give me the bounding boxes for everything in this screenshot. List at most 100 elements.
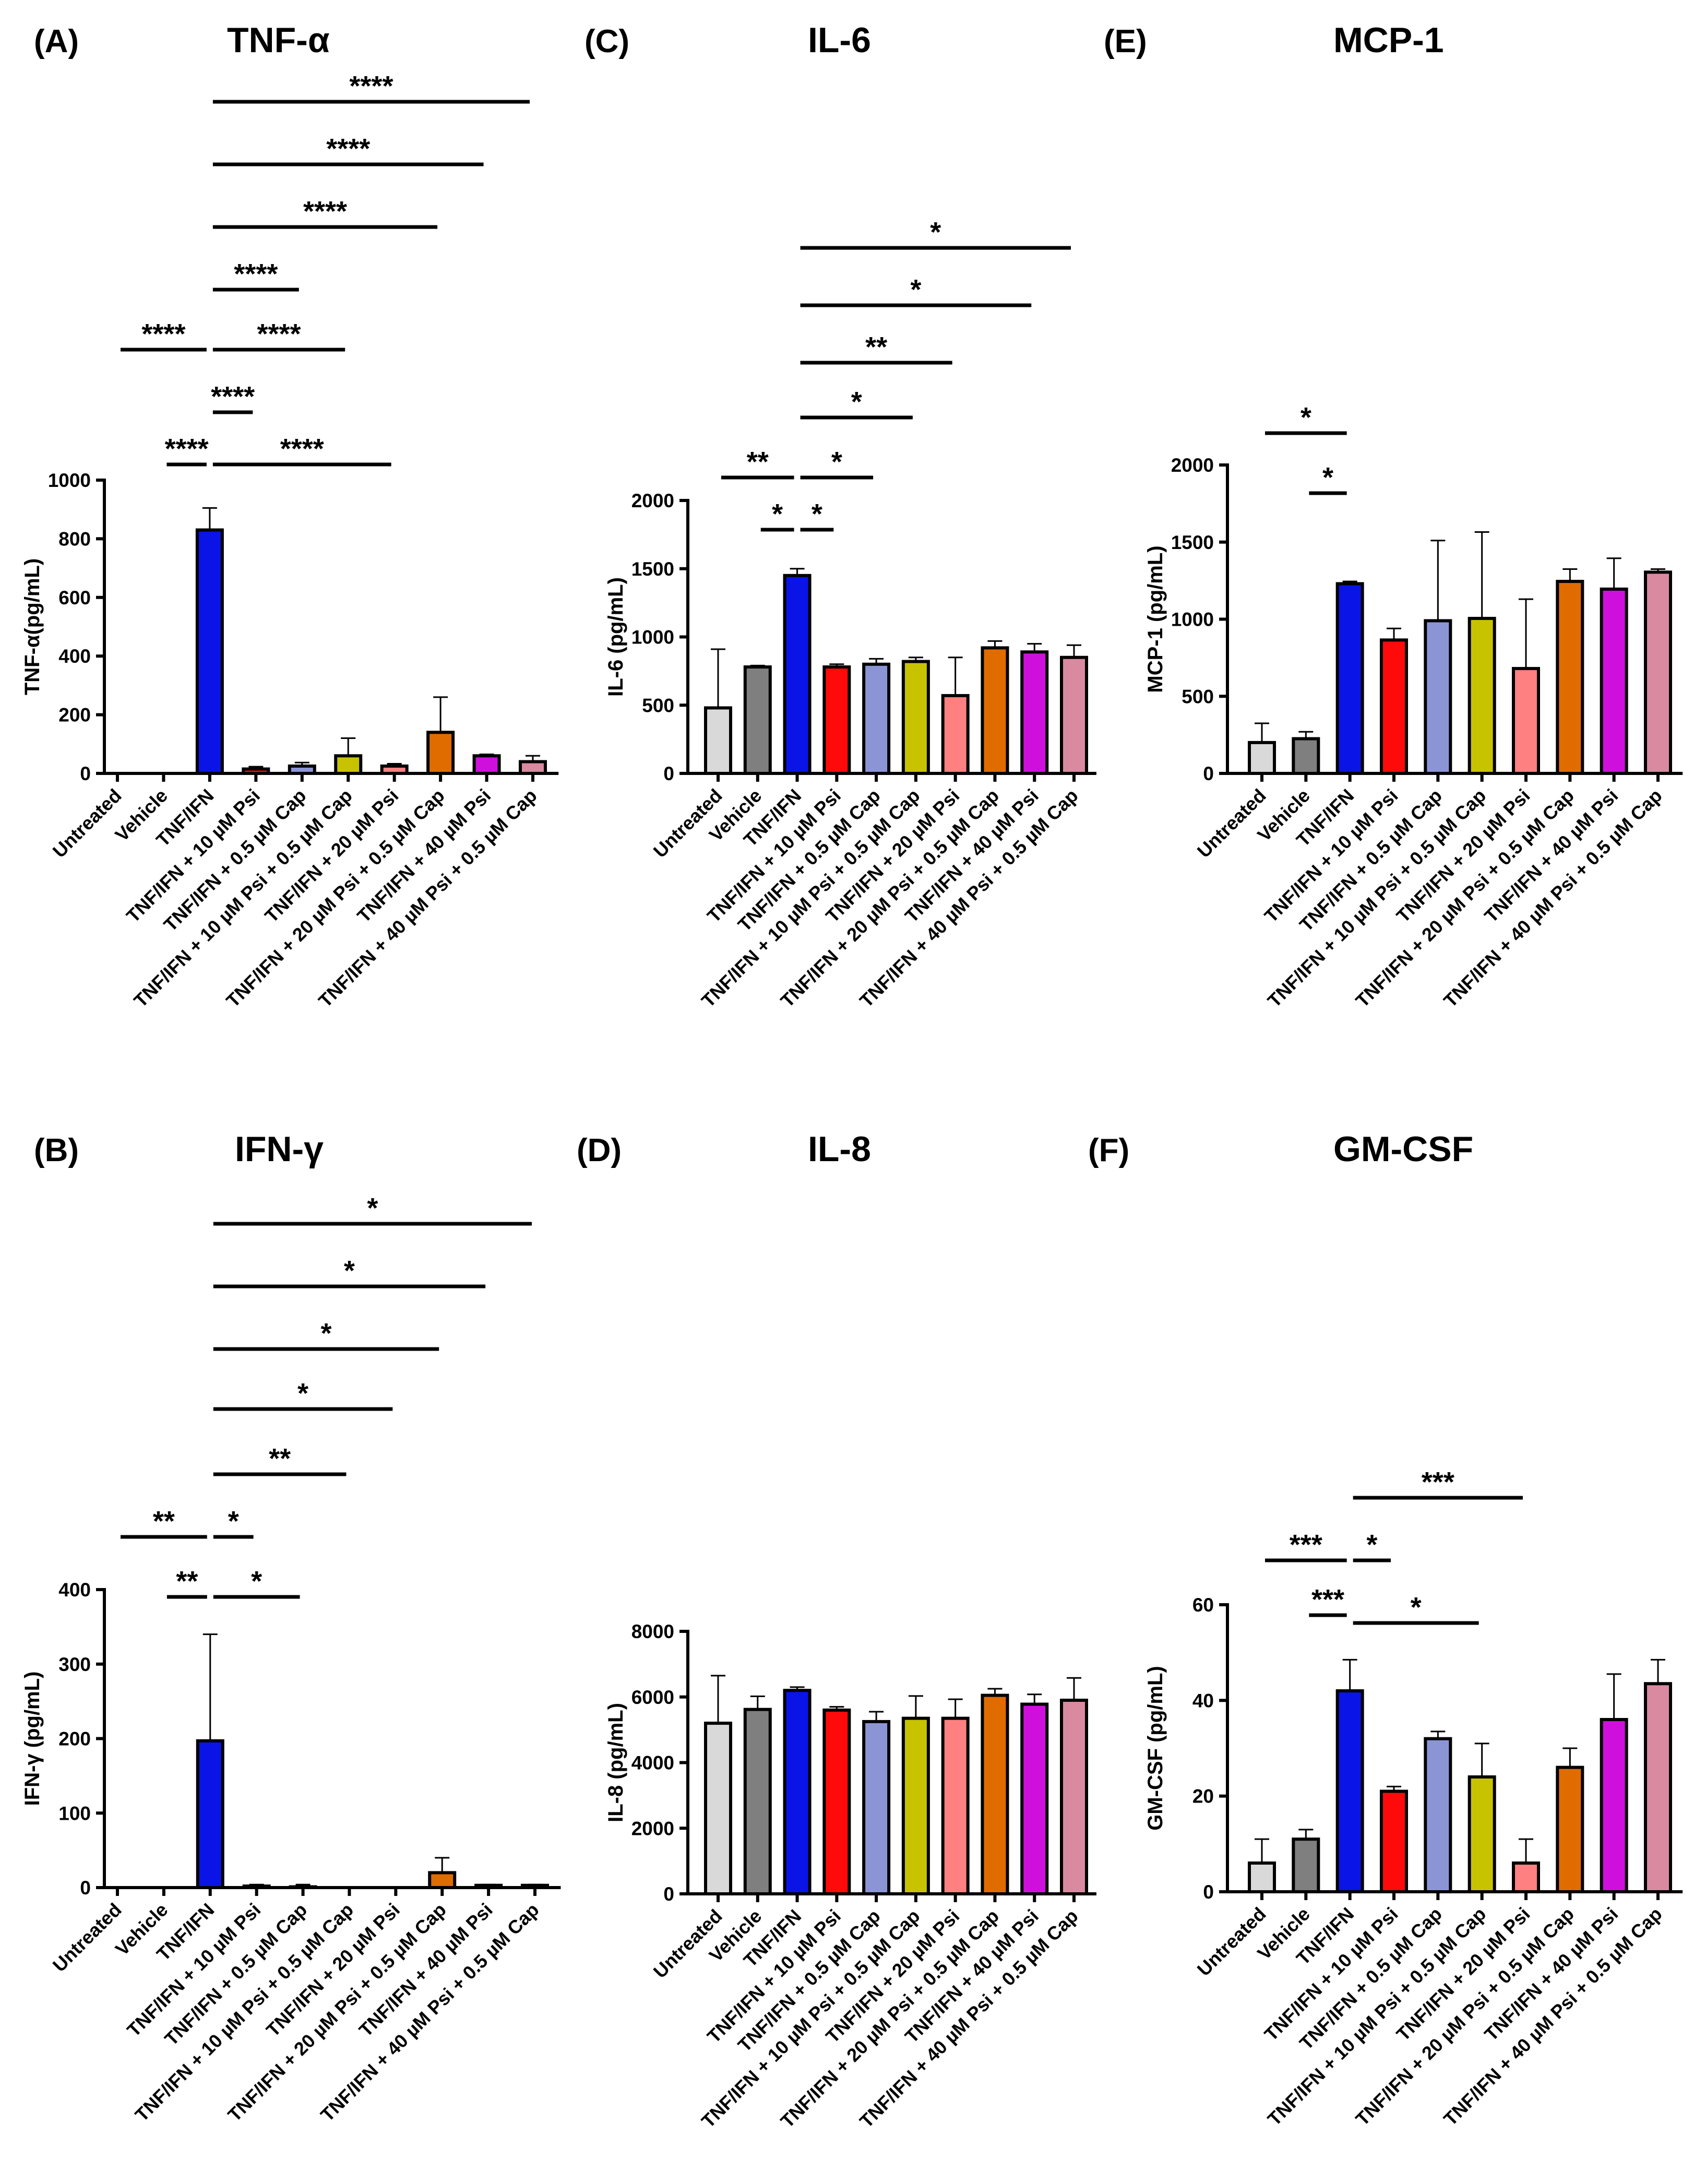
significance-label: **** xyxy=(303,196,347,227)
y-tick-label: 0 xyxy=(663,763,674,784)
bar-a-3 xyxy=(242,767,270,775)
y-axis-label: IL-6 (pg/mL) xyxy=(604,577,627,697)
x-tick-label: Untreated xyxy=(1193,785,1270,862)
panel-e: (E) MCP-1 0 500 1000 1500 2000 MCP-1 (pg/mL) Unt… xyxy=(1104,20,1683,1011)
bar-c-0 xyxy=(704,706,732,775)
y-tick-label: 6000 xyxy=(631,1687,674,1708)
bar-c-9 xyxy=(1060,655,1088,775)
significance-label: * xyxy=(831,446,842,478)
significance-label: **** xyxy=(349,70,393,102)
significance-label: * xyxy=(1366,1529,1377,1560)
y-tick-label: 400 xyxy=(58,646,91,667)
y-tick-label: 0 xyxy=(80,1877,91,1899)
y-tick-label: 0 xyxy=(1203,763,1214,784)
bar-e-8 xyxy=(1600,587,1628,775)
significance-label: * xyxy=(1411,1592,1422,1623)
bar-d-5 xyxy=(901,1716,930,1895)
bar-f-6 xyxy=(1512,1861,1540,1893)
y-tick-label: 2000 xyxy=(1171,455,1214,476)
significance-label: **** xyxy=(234,258,278,290)
bar-b-8 xyxy=(474,1883,503,1890)
y-tick-label: 500 xyxy=(1182,686,1214,707)
panel-letter: (F) xyxy=(1088,1132,1129,1168)
y-tick-label: 1500 xyxy=(1171,532,1214,553)
bar-c-7 xyxy=(981,646,1009,775)
bar-f-9 xyxy=(1644,1682,1672,1893)
y-tick-label: 2000 xyxy=(631,490,674,511)
bar-c-4 xyxy=(862,662,891,775)
y-tick-label: 600 xyxy=(58,587,91,608)
bar-c-5 xyxy=(901,660,930,775)
panel-letter: (D) xyxy=(577,1132,622,1168)
bar-d-0 xyxy=(704,1722,732,1896)
bar-f-3 xyxy=(1380,1789,1408,1893)
bar-f-1 xyxy=(1292,1837,1320,1894)
y-tick-label: 200 xyxy=(58,705,91,726)
y-tick-label: 2000 xyxy=(631,1818,674,1839)
x-tick-label: Untreated xyxy=(49,785,126,862)
significance-label: **** xyxy=(165,433,209,464)
panel-letter: (A) xyxy=(34,23,79,59)
bar-e-7 xyxy=(1556,580,1584,775)
y-tick-label: 300 xyxy=(58,1654,91,1675)
y-tick-label: 8000 xyxy=(631,1621,674,1642)
bar-b-3 xyxy=(242,1884,271,1890)
significance-label: * xyxy=(851,386,862,417)
significance-label: *** xyxy=(1311,1584,1344,1615)
significance-label: ** xyxy=(153,1506,175,1537)
bar-d-8 xyxy=(1020,1702,1049,1896)
bar-d-9 xyxy=(1060,1699,1088,1896)
y-axis-label: MCP-1 (pg/mL) xyxy=(1144,545,1167,693)
bar-f-5 xyxy=(1468,1775,1496,1893)
y-axis-label: IFN-γ (pg/mL) xyxy=(21,1672,44,1806)
bar-f-7 xyxy=(1556,1765,1584,1894)
bar-b-7 xyxy=(428,1871,457,1889)
significance-label: ** xyxy=(176,1566,198,1597)
y-tick-label: 800 xyxy=(58,528,91,550)
bar-d-6 xyxy=(941,1716,970,1895)
y-tick-label: 1000 xyxy=(631,627,674,648)
bar-c-2 xyxy=(783,574,812,775)
significance-label: * xyxy=(930,217,941,248)
y-tick-label: 200 xyxy=(58,1728,91,1750)
bar-f-8 xyxy=(1600,1718,1628,1893)
y-tick-label: 40 xyxy=(1192,1690,1214,1711)
bar-e-1 xyxy=(1292,737,1320,775)
bar-e-6 xyxy=(1512,667,1540,775)
panel-a: (A) TNF-α 0 200 400 600 800 1000 TNF-α(pg/mL) Unt… xyxy=(21,20,559,1011)
significance-label: ** xyxy=(865,331,887,363)
panel-title: MCP-1 xyxy=(1333,20,1444,60)
significance-label: * xyxy=(320,1318,331,1349)
x-tick-label: Untreated xyxy=(49,1899,126,1976)
y-tick-label: 0 xyxy=(80,763,91,784)
panel-title: IL-6 xyxy=(808,20,871,60)
significance-label: * xyxy=(367,1192,378,1224)
significance-label: * xyxy=(812,498,822,530)
y-tick-label: 0 xyxy=(1203,1881,1214,1903)
bar-a-8 xyxy=(472,754,501,775)
bar-a-7 xyxy=(426,731,455,775)
bar-a-5 xyxy=(334,754,363,775)
bar-e-2 xyxy=(1335,582,1364,775)
bar-e-5 xyxy=(1468,617,1496,775)
bar-c-3 xyxy=(822,665,851,775)
y-tick-label: 500 xyxy=(642,695,674,716)
significance-label: *** xyxy=(1290,1529,1322,1560)
y-tick-label: 1000 xyxy=(48,470,91,491)
bar-f-4 xyxy=(1424,1737,1452,1894)
significance-label: **** xyxy=(257,318,301,350)
significance-label: * xyxy=(910,274,921,305)
bar-d-1 xyxy=(743,1708,772,1896)
significance-label: **** xyxy=(211,381,255,412)
significance-label: * xyxy=(228,1506,239,1537)
bar-a-9 xyxy=(519,760,547,775)
bar-c-8 xyxy=(1020,650,1049,775)
significance-label: ** xyxy=(269,1443,291,1474)
significance-label: * xyxy=(251,1566,262,1597)
panel-letter: (E) xyxy=(1104,23,1147,59)
panel-letter: (B) xyxy=(34,1132,79,1168)
y-tick-label: 20 xyxy=(1192,1786,1214,1807)
significance-label: * xyxy=(344,1255,355,1286)
